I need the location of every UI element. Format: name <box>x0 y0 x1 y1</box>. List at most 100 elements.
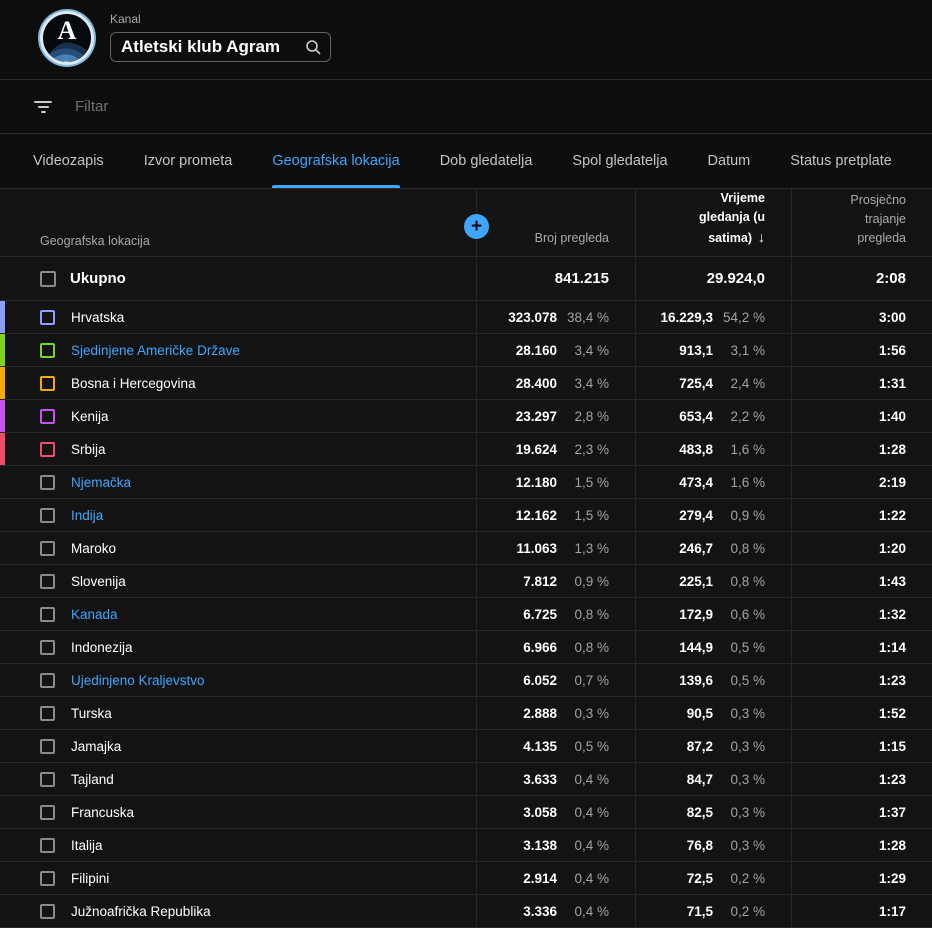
table-row: Maroko 11.063 1,3 % 246,7 0,8 % 1:20 <box>0 532 932 565</box>
row-checkbox[interactable] <box>40 508 55 523</box>
table-row: Turska 2.888 0,3 % 90,5 0,3 % 1:52 <box>0 697 932 730</box>
country-name[interactable]: Ujedinjeno Kraljevstvo <box>71 673 205 688</box>
row-checkbox[interactable] <box>40 310 55 325</box>
watch-hours-value: 139,6 <box>679 673 713 688</box>
row-checkbox[interactable] <box>40 442 55 457</box>
country-name: Kenija <box>71 409 109 424</box>
watch-hours-value: 84,7 <box>687 772 713 787</box>
avg-duration-value: 2:19 <box>791 466 932 498</box>
views-value: 7.812 <box>523 574 557 589</box>
country-name: Jamajka <box>71 739 121 754</box>
watch-hours-percent: 0,3 % <box>713 772 765 787</box>
channel-search-box[interactable]: Atletski klub Agram <box>110 32 331 62</box>
watch-hours-percent: 0,9 % <box>713 508 765 523</box>
avg-duration-value: 1:17 <box>791 895 932 927</box>
country-name: Indonezija <box>71 640 133 655</box>
country-name: Maroko <box>71 541 116 556</box>
views-value: 28.160 <box>516 343 557 358</box>
channel-search-value[interactable]: Atletski klub Agram <box>121 37 305 57</box>
avg-duration-value: 1:15 <box>791 730 932 762</box>
watch-hours-value: 144,9 <box>679 640 713 655</box>
row-checkbox[interactable] <box>40 475 55 490</box>
row-checkbox[interactable] <box>40 706 55 721</box>
country-name: Italija <box>71 838 103 853</box>
avg-duration-value: 1:22 <box>791 499 932 531</box>
watch-hours-value: 725,4 <box>679 376 713 391</box>
watch-hours-percent: 0,3 % <box>713 805 765 820</box>
row-checkbox[interactable] <box>40 871 55 886</box>
table-row: Hrvatska 323.078 38,4 % 16.229,3 54,2 % … <box>0 301 932 334</box>
sort-descending-icon[interactable]: ↓ <box>752 229 765 245</box>
row-checkbox[interactable] <box>40 772 55 787</box>
tab-label: Geografska lokacija <box>272 153 399 169</box>
tab-dob-gledatelja[interactable]: Dob gledatelja <box>440 134 533 188</box>
row-checkbox[interactable] <box>40 376 55 391</box>
country-name[interactable]: Kanada <box>71 607 118 622</box>
row-checkbox[interactable] <box>40 640 55 655</box>
tab-label: Status pretplate <box>790 153 892 169</box>
tab-status-pretplate[interactable]: Status pretplate <box>790 134 892 188</box>
table-row: Italija 3.138 0,4 % 76,8 0,3 % 1:28 <box>0 829 932 862</box>
views-value: 3.058 <box>523 805 557 820</box>
avg-duration-value: 1:23 <box>791 763 932 795</box>
series-color-strip <box>0 334 5 366</box>
row-checkbox[interactable] <box>40 805 55 820</box>
row-checkbox[interactable] <box>40 541 55 556</box>
views-value: 3.138 <box>523 838 557 853</box>
channel-avatar[interactable]: A <box>40 11 94 65</box>
views-percent: 1,5 % <box>557 508 609 523</box>
table-row: Slovenija 7.812 0,9 % 225,1 0,8 % 1:43 <box>0 565 932 598</box>
row-checkbox[interactable] <box>40 574 55 589</box>
row-checkbox[interactable] <box>40 673 55 688</box>
country-name[interactable]: Njemačka <box>71 475 131 490</box>
watch-hours-value: 16.229,3 <box>660 310 713 325</box>
avg-duration-value: 1:28 <box>791 433 932 465</box>
views-percent: 1,3 % <box>557 541 609 556</box>
add-metric-button[interactable]: + <box>464 214 489 239</box>
avg-duration-value: 1:43 <box>791 565 932 597</box>
table-row: Njemačka 12.180 1,5 % 473,4 1,6 % 2:19 <box>0 466 932 499</box>
table-row: Ujedinjeno Kraljevstvo 6.052 0,7 % 139,6… <box>0 664 932 697</box>
column-header-views[interactable]: Broj pregleda <box>476 189 635 260</box>
views-value: 6.052 <box>523 673 557 688</box>
tab-geografska-lokacija[interactable]: Geografska lokacija <box>272 134 399 188</box>
row-checkbox[interactable] <box>40 904 55 919</box>
country-name[interactable]: Sjedinjene Američke Države <box>71 343 240 358</box>
row-checkbox[interactable] <box>40 343 55 358</box>
totals-row: Ukupno 841.215 29.924,0 2:08 <box>0 257 932 301</box>
filter-placeholder[interactable]: Filtar <box>75 98 108 115</box>
country-name: Bosna i Hercegovina <box>71 376 196 391</box>
tab-spol-gledatelja[interactable]: Spol gledatelja <box>572 134 667 188</box>
avatar-letter: A <box>43 16 91 46</box>
avg-duration-value: 1:37 <box>791 796 932 828</box>
tab-datum[interactable]: Datum <box>708 134 751 188</box>
avg-duration-value: 1:31 <box>791 367 932 399</box>
tab-izvor-prometa[interactable]: Izvor prometa <box>144 134 233 188</box>
views-percent: 38,4 % <box>557 310 609 325</box>
watch-hours-percent: 0,2 % <box>713 871 765 886</box>
row-checkbox[interactable] <box>40 409 55 424</box>
views-value: 11.063 <box>516 541 557 556</box>
column-header-avg-duration[interactable]: Prosječno trajanje pregleda <box>791 189 932 260</box>
totals-checkbox[interactable] <box>40 271 56 287</box>
watch-hours-value: 87,2 <box>687 739 713 754</box>
table-row: Jamajka 4.135 0,5 % 87,2 0,3 % 1:15 <box>0 730 932 763</box>
search-icon[interactable] <box>305 39 322 56</box>
avg-duration-value: 3:00 <box>791 301 932 333</box>
watch-hours-value: 225,1 <box>679 574 713 589</box>
row-checkbox[interactable] <box>40 607 55 622</box>
watch-hours-percent: 0,6 % <box>713 607 765 622</box>
views-percent: 0,8 % <box>557 607 609 622</box>
row-checkbox[interactable] <box>40 739 55 754</box>
views-value: 3.633 <box>523 772 557 787</box>
watch-hours-percent: 2,4 % <box>713 376 765 391</box>
filter-bar[interactable]: Filtar <box>0 80 932 134</box>
dimension-header: Geografska lokacija <box>40 234 150 248</box>
views-percent: 0,3 % <box>557 706 609 721</box>
row-checkbox[interactable] <box>40 838 55 853</box>
country-name[interactable]: Indija <box>71 508 103 523</box>
column-header-watch-time[interactable]: Vrijeme gledanja (u satima)↓ <box>635 189 791 260</box>
country-name: Francuska <box>71 805 134 820</box>
tab-videozapis[interactable]: Videozapis <box>33 134 104 188</box>
table-row: Francuska 3.058 0,4 % 82,5 0,3 % 1:37 <box>0 796 932 829</box>
